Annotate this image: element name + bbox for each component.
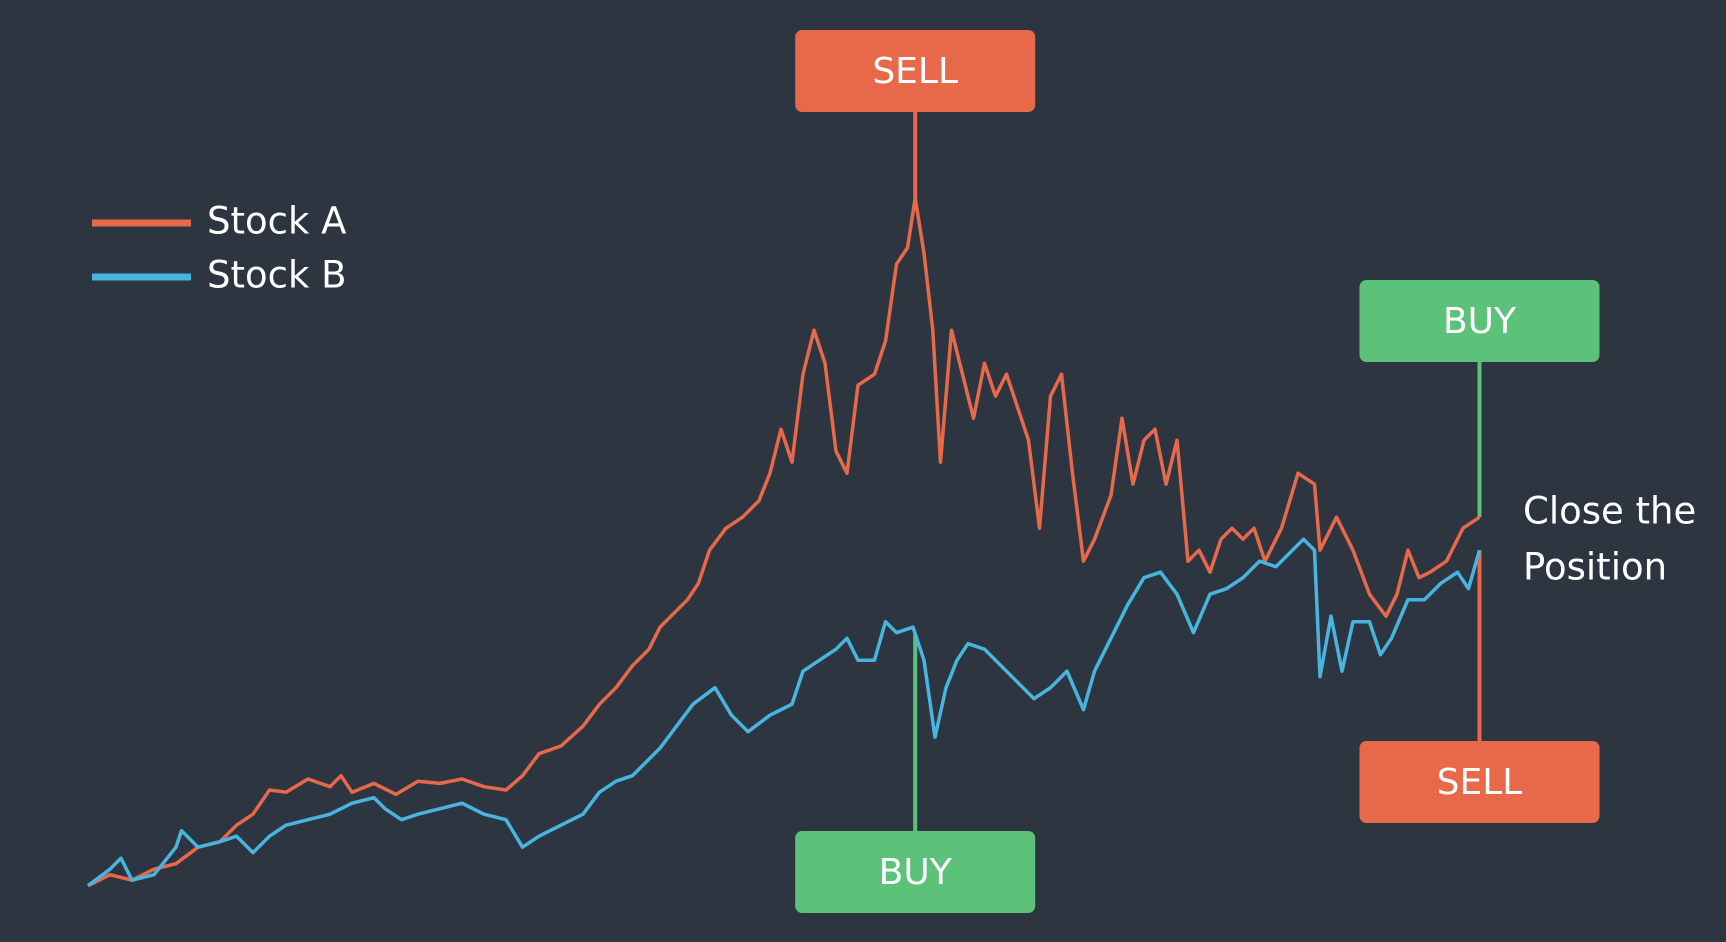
annotation-label: SELL [872, 51, 958, 92]
annotation-label: SELL [1437, 762, 1523, 803]
note-line: Position [1523, 546, 1667, 589]
note-line: Close the [1523, 490, 1696, 533]
legend-label: Stock A [207, 200, 346, 243]
annotation-box [795, 831, 1036, 913]
annotation-label: BUY [1443, 301, 1517, 342]
annotation-box [1359, 280, 1600, 362]
annotation-box [795, 30, 1036, 112]
annotation-box [1359, 741, 1600, 823]
annotation-label: BUY [879, 852, 953, 893]
series-line [86, 537, 1482, 888]
series-line [87, 196, 1481, 888]
legend-label: Stock B [207, 254, 347, 297]
